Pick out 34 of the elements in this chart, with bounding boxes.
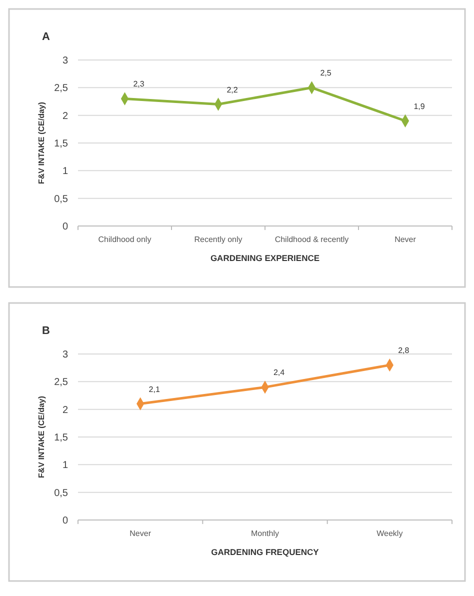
- y-tick-label: 0,5: [54, 194, 68, 205]
- y-tick-label: 3: [62, 56, 68, 66]
- data-label: 2,4: [273, 368, 286, 378]
- x-tick-label: Recently only: [194, 235, 242, 244]
- x-tick-label: Weekly: [376, 529, 403, 538]
- x-tick-label: Monthly: [250, 529, 280, 538]
- y-axis-title: F&V INTAKE (CE/day): [37, 102, 46, 184]
- data-label: 2,8: [398, 346, 410, 356]
- chart-title: A: [42, 31, 50, 43]
- x-tick-label: Never: [394, 235, 416, 244]
- y-tick-label: 0: [62, 516, 68, 526]
- y-tick-label: 1,5: [54, 138, 68, 150]
- y-tick-label: 2: [62, 404, 68, 416]
- y-tick-label: 1: [62, 460, 68, 472]
- x-tick-label: Never: [130, 529, 152, 538]
- y-tick-label: 0,5: [54, 488, 68, 499]
- y-tick-label: 2: [62, 110, 68, 122]
- x-tick-label: Childhood & recently: [274, 235, 349, 244]
- y-tick-label: 1,5: [54, 432, 68, 444]
- data-label: 2,5: [320, 68, 332, 78]
- y-tick-label: 0: [62, 222, 68, 232]
- data-label: 2,2: [226, 85, 238, 94]
- y-tick-label: 2,5: [54, 83, 68, 94]
- y-tick-label: 3: [62, 350, 68, 360]
- data-label: 2,3: [133, 80, 145, 89]
- x-axis-title: GARDENING EXPERIENCE: [210, 253, 320, 263]
- y-tick-label: 2,5: [54, 377, 68, 388]
- x-tick-label: Childhood only: [98, 235, 152, 244]
- data-label: 1,9: [414, 102, 426, 111]
- x-axis-title: GARDENING FREQUENCY: [211, 547, 320, 557]
- chart-title: B: [42, 325, 50, 337]
- y-tick-label: 1: [62, 166, 68, 178]
- y-axis-title: F&V INTAKE (CE/day): [37, 396, 46, 478]
- data-label: 2,1: [148, 384, 160, 394]
